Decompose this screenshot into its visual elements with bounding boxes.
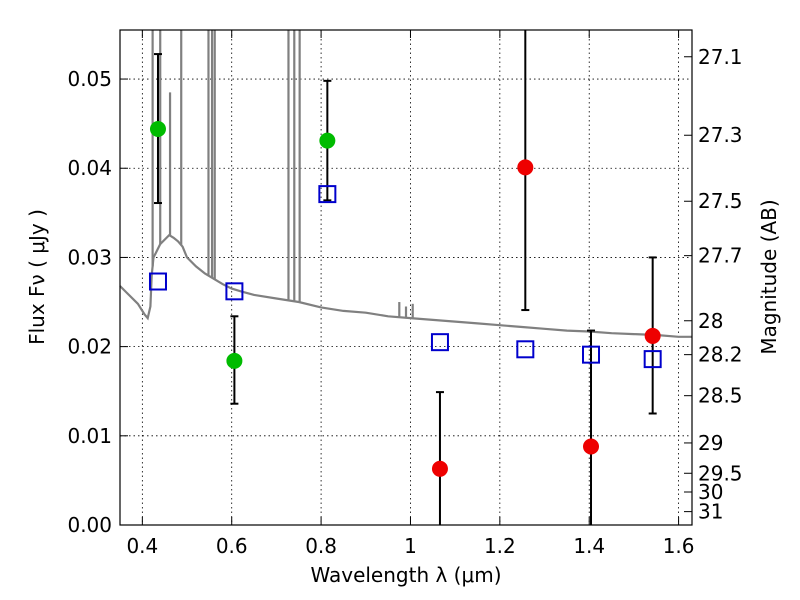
data-point [226,352,243,369]
y-tick-label: 0.02 [67,335,112,359]
right-tick-label: 27.3 [698,123,743,147]
data-point [644,327,661,344]
data-point [583,438,600,455]
model-point [318,185,337,204]
x-tick-label: 0.8 [305,534,337,558]
x-tick-label: 1 [404,534,417,558]
right-tick-label: 29.5 [698,461,743,485]
x-tick-label: 1.2 [484,534,516,558]
y-tick-label: 0.00 [67,513,112,537]
y-tick-label: 0.05 [67,67,112,91]
right-tick-label: 27.1 [698,45,743,69]
model-point [582,345,601,364]
y-tick-labels: 0.00 0.01 0.02 0.03 0.04 0.05 [67,67,112,537]
x-axis-label: Wavelength λ (μm) [310,563,501,587]
y-tick-label: 0.01 [67,424,112,448]
model-point [516,340,535,359]
data-point [517,159,534,176]
right-tick-label: 31 [698,500,723,524]
y-axis-label: Flux Fν ( μJy ) [25,209,49,345]
axis-ticks [120,30,692,526]
y-tick-label: 0.03 [67,245,112,269]
data-point [319,132,336,149]
right-tick-label: 27.5 [698,189,743,213]
data-markers [148,121,662,477]
x-tick-label: 1.6 [663,534,695,558]
model-spectrum [119,30,692,338]
x-tick-label: 0.4 [126,534,158,558]
plot-frame [119,29,693,526]
right-tick-label: 27.7 [698,244,743,268]
right-axis-label: Magnitude (AB) [757,199,781,354]
model-point [148,272,167,291]
model-point [643,350,662,369]
data-point [431,460,448,477]
model-point [430,333,449,352]
x-tick-label: 0.6 [216,534,248,558]
y-tick-label: 0.04 [67,156,112,180]
right-tick-label: 29 [698,431,723,455]
right-tick-label: 30 [698,480,723,504]
right-tick-label: 28.5 [698,384,743,408]
right-tick-label: 28.2 [698,343,743,367]
data-point [149,121,166,137]
x-tick-label: 1.4 [573,534,605,558]
x-tick-labels: 0.4 0.6 0.8 1 1.2 1.4 1.6 [126,534,694,558]
right-tick-label: 28 [698,309,723,333]
model-point [225,282,244,301]
